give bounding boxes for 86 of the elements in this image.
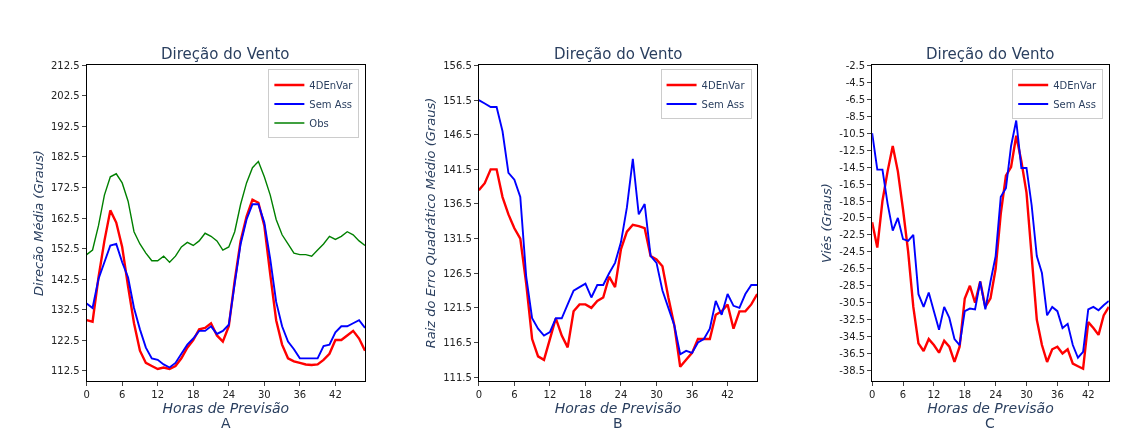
- legend-label: 4DEnVar: [309, 79, 354, 91]
- y-tick-label: -14.5: [839, 161, 866, 173]
- x-tick-label: 42: [1081, 388, 1095, 400]
- y-tick-label: 131.5: [443, 233, 472, 245]
- y-tick-label: -36.5: [839, 348, 866, 359]
- legend-label: Sem Ass: [1053, 98, 1096, 110]
- x-tick-label: 6: [118, 388, 126, 400]
- y-tick-label: 152.5: [51, 243, 80, 255]
- x-tick-label: 12: [927, 388, 941, 400]
- x-tick-label: 18: [186, 388, 200, 400]
- y-tick-label: 202.5: [51, 90, 80, 102]
- y-tick-label: 142.5: [51, 273, 80, 285]
- legend-label: 4DEnVar: [701, 79, 746, 91]
- y-tick-label: -12.5: [839, 144, 866, 156]
- y-tick-label: -20.5: [839, 212, 866, 224]
- x-tick-label: 36: [685, 388, 699, 400]
- y-tick-label: 141.5: [443, 163, 472, 175]
- y-axis-title: Raiz do Erro Quadrático Médio (Graus): [423, 97, 439, 349]
- chart-title: Direção do Vento: [926, 45, 1055, 63]
- y-tick-label: 122.5: [51, 334, 80, 346]
- y-tick-label: 151.5: [443, 94, 472, 106]
- x-tick-label: 0: [83, 388, 90, 400]
- x-tick-label: 24: [614, 388, 628, 400]
- x-tick-label: 30: [1020, 388, 1033, 400]
- y-axis-title: Direcão Média (Graus): [30, 150, 46, 296]
- y-axis-title: Viés (Graus): [819, 183, 835, 264]
- y-tick-label: 132.5: [51, 304, 80, 316]
- legend-label: Sem Ass: [701, 98, 745, 110]
- y-tick-label: 156.5: [443, 59, 472, 71]
- line-series: [478, 99, 758, 356]
- x-tick-label: 6: [511, 388, 518, 400]
- y-tick-label: -32.5: [839, 314, 866, 326]
- y-tick-label: -6.5: [845, 93, 866, 105]
- x-tick-label: 42: [329, 388, 342, 400]
- x-tick-label: 24: [989, 388, 1002, 400]
- y-tick-label: 111.5: [443, 371, 472, 383]
- x-tick-label: 42: [721, 388, 734, 400]
- y-tick-label: -8.5: [845, 110, 866, 122]
- legend-label: Sem Ass: [309, 98, 353, 110]
- text: C: [985, 415, 995, 431]
- y-tick-label: 192.5: [51, 120, 80, 132]
- x-tick-label: 24: [222, 388, 236, 400]
- x-tick-label: 12: [543, 388, 557, 400]
- x-tick-label: 36: [1051, 388, 1064, 400]
- y-tick-label: -24.5: [839, 246, 866, 258]
- y-tick-label: 162.5: [51, 212, 80, 224]
- x-tick-label: 18: [958, 388, 972, 400]
- y-tick-label: 172.5: [51, 181, 80, 193]
- line-series: [86, 160, 366, 263]
- chart-title: Direção do Vento: [554, 45, 683, 63]
- y-tick-label: -34.5: [839, 331, 866, 343]
- y-tick-label: -16.5: [839, 178, 866, 190]
- x-tick-label: 12: [151, 388, 165, 400]
- x-tick-label: 0: [475, 388, 483, 400]
- x-tick-label: 6: [899, 388, 907, 400]
- x-tick-label: 0: [868, 388, 876, 400]
- y-tick-label: -38.5: [839, 364, 866, 376]
- y-tick-label: -4.5: [845, 76, 866, 88]
- x-axis-title: Horas de Previsão: [927, 399, 1054, 416]
- y-tick-label: 112.5: [51, 365, 80, 377]
- y-tick-label: 182.5: [51, 151, 80, 163]
- y-tick-label: 212.5: [51, 59, 80, 71]
- y-tick-label: 116.5: [443, 337, 472, 349]
- y-tick-label: -10.5: [839, 127, 866, 139]
- y-tick-label: 121.5: [443, 302, 472, 314]
- text: A: [221, 415, 231, 431]
- x-axis-title: Horas de Previsão: [162, 399, 290, 416]
- y-tick-label: -30.5: [839, 297, 866, 309]
- y-tick-label: -26.5: [839, 263, 866, 275]
- chart-title: Direção do Vento: [161, 45, 290, 63]
- line-series: [478, 168, 758, 368]
- x-tick-label: 36: [293, 388, 307, 400]
- text: B: [613, 415, 623, 431]
- y-tick-label: 126.5: [443, 267, 472, 279]
- legend-label: 4DEnVar: [1053, 79, 1098, 91]
- x-tick-label: 30: [257, 388, 271, 400]
- y-tick-label: 136.5: [443, 198, 472, 210]
- x-tick-label: 18: [579, 388, 592, 400]
- legend-label: Obs: [309, 117, 329, 129]
- y-tick-label: -22.5: [839, 229, 866, 241]
- y-tick-label: -18.5: [839, 195, 866, 207]
- y-tick-label: -2.5: [845, 59, 866, 71]
- y-tick-label: -28.5: [839, 280, 866, 292]
- x-tick-label: 30: [650, 388, 663, 400]
- x-axis-title: Horas de Previsão: [554, 399, 682, 416]
- y-tick-label: 146.5: [443, 129, 472, 141]
